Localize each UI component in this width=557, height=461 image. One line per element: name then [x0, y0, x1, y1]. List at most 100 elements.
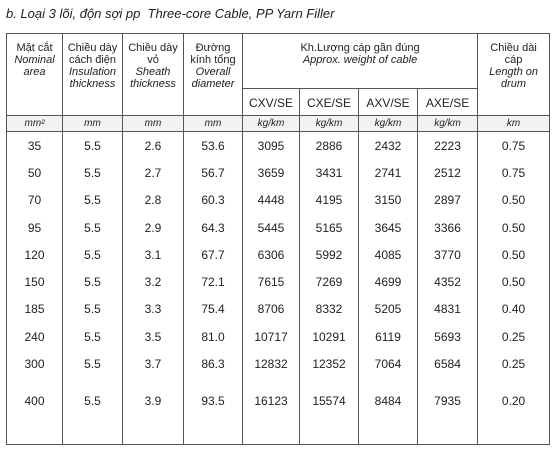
data-cell: 50 [6, 159, 63, 187]
data-cell: 5.5 [62, 186, 123, 215]
data-cell: 5.5 [62, 295, 123, 323]
data-cell: 3.9 [122, 377, 184, 446]
data-cell: 2223 [416, 131, 479, 160]
unit-cell: mm [122, 115, 184, 132]
data-row: 300 5.5 3.7 86.3 12832 12352 7064 6584 0.25 [6, 350, 551, 378]
data-cell: 64.3 [183, 214, 243, 242]
data-cell: 0.50 [477, 186, 551, 215]
unit-cell: km [477, 115, 551, 132]
data-cell: 2.8 [122, 186, 184, 215]
data-cell: 4699 [358, 268, 418, 296]
data-cell: 5693 [416, 322, 479, 351]
data-cell: 5.5 [62, 159, 123, 187]
data-cell: 3.1 [122, 241, 184, 269]
header-en: Nominal area [14, 54, 55, 78]
unit-cell: kg/km [242, 115, 300, 132]
data-cell: 0.25 [477, 350, 551, 378]
data-cell: 4085 [358, 241, 418, 269]
data-cell: 12352 [299, 350, 359, 378]
data-cell: 7935 [416, 377, 479, 446]
data-cell: 67.7 [183, 241, 243, 269]
data-cell: 4831 [416, 295, 479, 323]
data-cell: 6306 [242, 241, 300, 269]
data-cell: 0.40 [477, 295, 551, 323]
data-cell: 3431 [299, 159, 359, 187]
data-cell: 95 [6, 214, 63, 242]
data-cell: 3.3 [122, 295, 184, 323]
data-cell: 0.50 [477, 268, 551, 296]
data-row: 95 5.5 2.9 64.3 5445 5165 3645 3366 0.50 [6, 214, 551, 242]
data-cell: 3095 [242, 131, 300, 160]
data-cell: 5.5 [62, 241, 123, 269]
data-cell: 6119 [358, 322, 418, 351]
data-cell: 3150 [358, 186, 418, 215]
data-cell: 10291 [299, 322, 359, 351]
data-cell: 75.4 [183, 295, 243, 323]
header-cell: Đường kính tổng Overall diameter [183, 33, 243, 116]
data-cell: 5992 [299, 241, 359, 269]
header-en: Approx. weight of cable [302, 54, 418, 66]
data-cell: 35 [6, 131, 63, 160]
table: Mặt cắt Nominal area Chiều dày cách điện In… [6, 33, 551, 446]
title: b. Loại 3 lõi, độn sợi pp Three-core Cab… [6, 6, 335, 21]
unit-cell: kg/km [299, 115, 359, 132]
header-vi: Chiều dày vỏ [128, 42, 178, 66]
header-cell: Mặt cắt Nominal area [6, 33, 63, 116]
header-en: Sheath thickness [130, 66, 176, 90]
data-row: 50 5.5 2.7 56.7 3659 3431 2741 2512 0.75 [6, 159, 551, 187]
data-cell: 7269 [299, 268, 359, 296]
data-cell: 4195 [299, 186, 359, 215]
data-cell: 5.5 [62, 350, 123, 378]
data-cell: 72.1 [183, 268, 243, 296]
data-cell: 185 [6, 295, 63, 323]
data-cell: 0.50 [477, 214, 551, 242]
data-cell: 3659 [242, 159, 300, 187]
data-cell: 150 [6, 268, 63, 296]
unit-cell: kg/km [416, 115, 479, 132]
data-row: 185 5.5 3.3 75.4 8706 8332 5205 4831 0.40 [6, 295, 551, 323]
data-row: 120 5.5 3.1 67.7 6306 5992 4085 3770 0.50 [6, 241, 551, 269]
header-vi: Chiều dày cách điện [67, 42, 118, 66]
data-cell: 2886 [299, 131, 359, 160]
data-cell: 3366 [416, 214, 479, 242]
data-cell: 2.7 [122, 159, 184, 187]
units-row: mm² mm mm mm kg/km kg/km kg/km kg/km km [6, 115, 551, 132]
sub-header: AXV/SE [358, 88, 418, 116]
data-cell: 0.50 [477, 241, 551, 269]
data-row: 400 5.5 3.9 93.5 16123 15574 8484 7935 0.20 [6, 377, 551, 446]
unit-cell: mm² [6, 115, 63, 132]
data-cell: 2.9 [122, 214, 184, 242]
sub-header: AXE/SE [416, 88, 479, 116]
header-cell: Kh.Lượng cáp gần đúng Approx. weight of c… [241, 33, 479, 89]
data-cell: 8706 [242, 295, 300, 323]
data-cell: 0.75 [477, 159, 551, 187]
header-cell: Chiều dày cách điện Insulation thickness [62, 33, 123, 116]
data-cell: 2512 [416, 159, 479, 187]
sub-header: CXV/SE [242, 88, 300, 116]
data-cell: 53.6 [183, 131, 243, 160]
data-cell: 120 [6, 241, 63, 269]
data-cell: 2432 [358, 131, 418, 160]
data-cell: 2897 [416, 186, 479, 215]
unit-cell: mm [62, 115, 123, 132]
data-cell: 12832 [242, 350, 300, 378]
data-cell: 8484 [358, 377, 418, 446]
data-cell: 5445 [242, 214, 300, 242]
data-cell: 5.5 [62, 268, 123, 296]
data-cell: 3645 [358, 214, 418, 242]
header-vi: Đường kính tổng [190, 42, 236, 66]
data-cell: 300 [6, 350, 63, 378]
data-cell: 3.5 [122, 322, 184, 351]
data-row: 240 5.5 3.5 81.0 10717 10291 6119 5693 0.25 [6, 322, 551, 351]
header-en: Overall diameter [191, 66, 235, 90]
data-cell: 400 [6, 377, 63, 446]
header-vi: Mặt cắt [16, 42, 53, 54]
data-cell: 5.5 [62, 377, 123, 446]
data-cell: 60.3 [183, 186, 243, 215]
header-row: CXV/SE CXE/SE AXV/SE AXE/SE [7, 88, 550, 116]
data-cell: 7615 [242, 268, 300, 296]
data-cell: 70 [6, 186, 63, 215]
data-cell: 3770 [416, 241, 479, 269]
data-cell: 0.25 [477, 322, 551, 351]
header-vi: Chiều dài cáp [490, 42, 537, 66]
